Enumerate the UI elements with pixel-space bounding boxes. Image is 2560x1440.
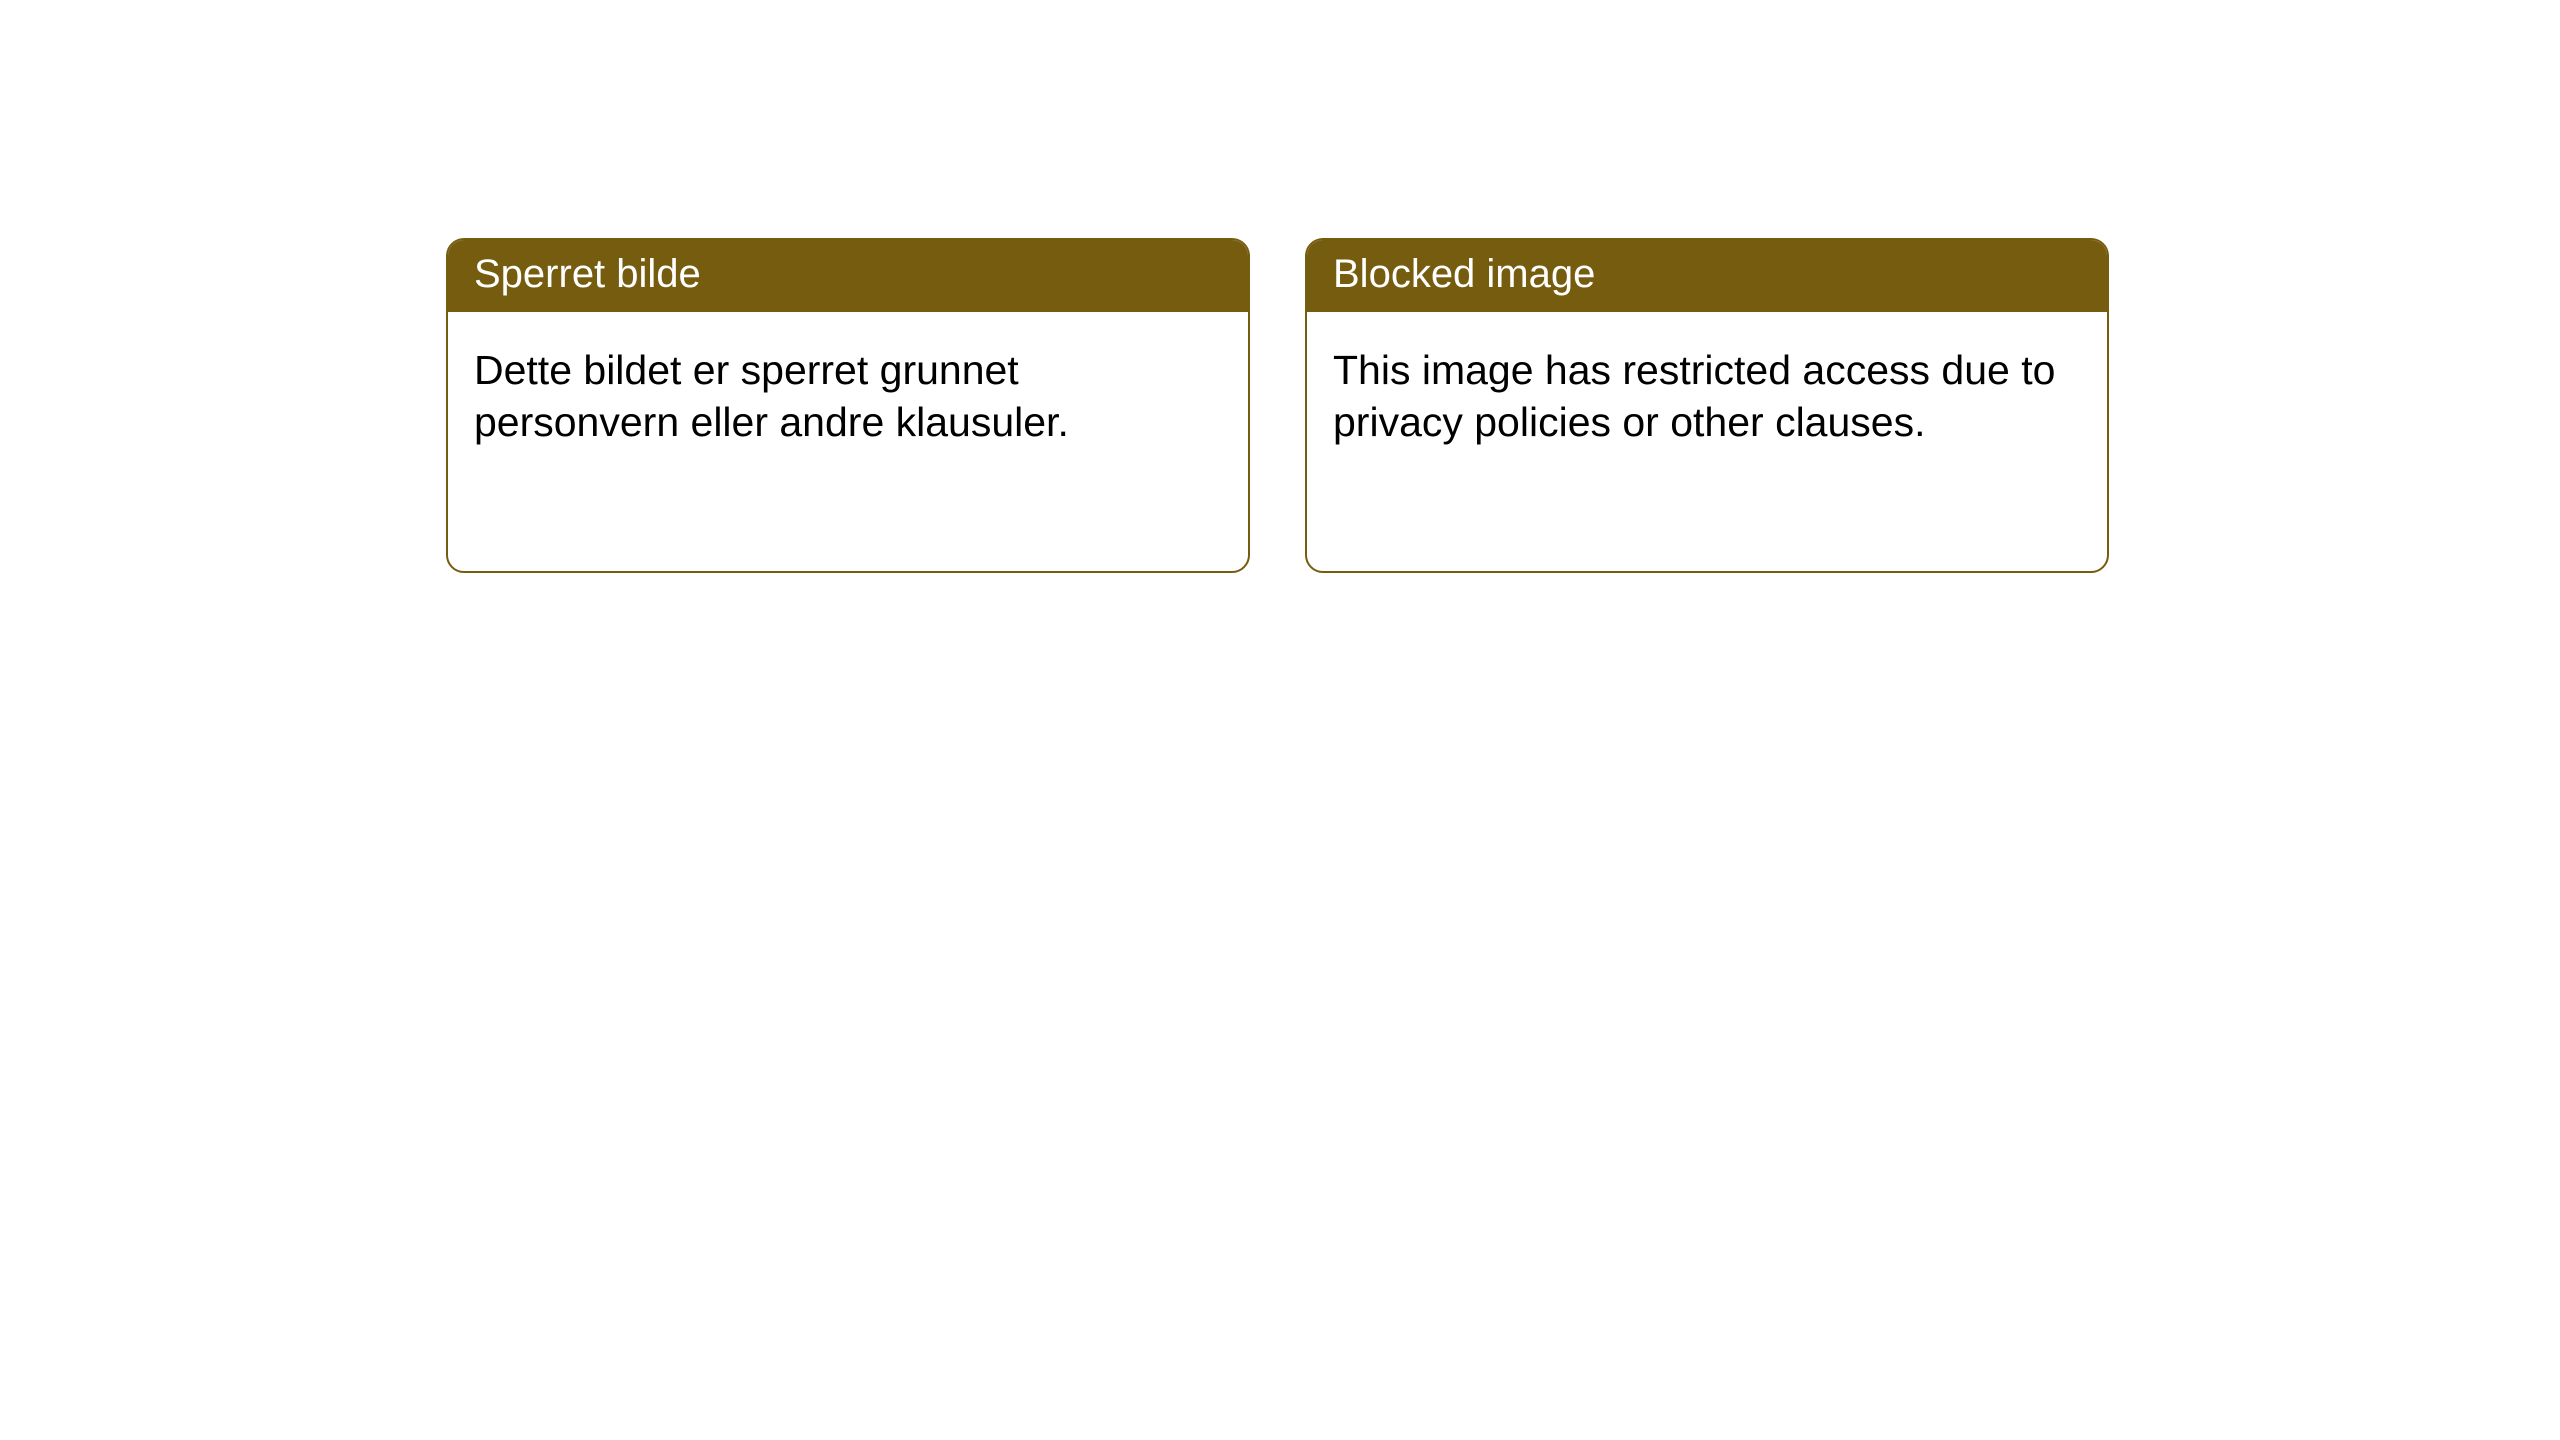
- card-body: This image has restricted access due to …: [1307, 312, 2107, 473]
- card-header: Sperret bilde: [448, 240, 1248, 312]
- blocked-image-card-en: Blocked image This image has restricted …: [1305, 238, 2109, 573]
- blocked-image-notices: Sperret bilde Dette bildet er sperret gr…: [446, 238, 2109, 573]
- card-header: Blocked image: [1307, 240, 2107, 312]
- blocked-image-card-no: Sperret bilde Dette bildet er sperret gr…: [446, 238, 1250, 573]
- card-body: Dette bildet er sperret grunnet personve…: [448, 312, 1248, 473]
